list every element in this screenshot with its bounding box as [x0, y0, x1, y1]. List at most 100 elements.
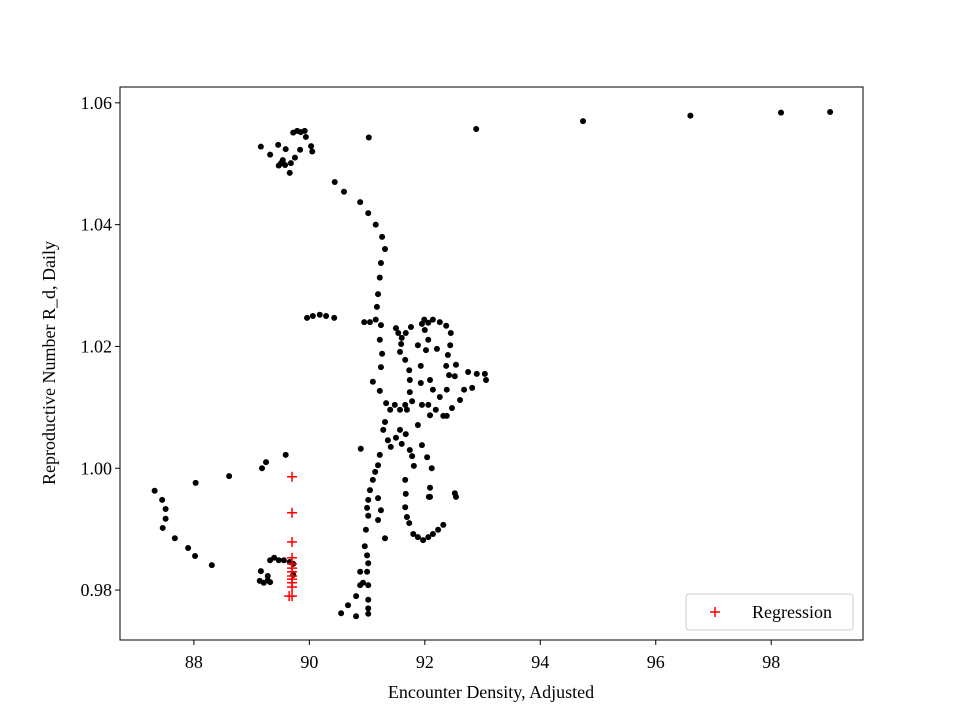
- scatter-point: [345, 602, 352, 609]
- scatter-point: [440, 521, 447, 528]
- scatter-point: [396, 406, 403, 413]
- scatter-point: [406, 389, 413, 396]
- scatter-point: [778, 109, 785, 116]
- scatter-point: [436, 319, 443, 326]
- scatter-point: [259, 465, 266, 472]
- scatter-point: [275, 141, 282, 148]
- scatter-point: [443, 362, 450, 369]
- scatter-point: [376, 387, 383, 394]
- plus-point: [287, 507, 298, 518]
- scatter-point: [451, 373, 458, 380]
- x-tick-label: 92: [416, 652, 434, 672]
- scatter-point: [421, 327, 428, 334]
- scatter-point: [410, 462, 417, 469]
- scatter-point: [481, 370, 488, 377]
- scatter-point: [402, 356, 409, 363]
- y-tick-label: 1.04: [81, 215, 113, 235]
- scatter-point: [264, 573, 271, 580]
- scatter-point: [375, 495, 382, 502]
- scatter-point: [375, 291, 382, 298]
- scatter-point: [398, 440, 405, 447]
- scatter-point: [263, 459, 270, 466]
- scatter-point: [364, 552, 371, 559]
- x-tick-label: 98: [762, 652, 780, 672]
- y-axis-label: Reproductive Number R_d, Daily: [39, 241, 59, 485]
- scatter-point: [687, 112, 694, 119]
- scatter-point: [275, 162, 282, 169]
- scatter-point: [279, 157, 286, 164]
- scatter-point: [362, 526, 369, 533]
- scatter-point: [427, 412, 434, 419]
- scatter-point: [192, 552, 199, 559]
- scatter-point: [387, 406, 394, 413]
- scatter-point: [192, 479, 199, 486]
- scatter-point: [395, 330, 402, 337]
- scatter-point: [417, 362, 424, 369]
- scatter-point: [580, 118, 587, 125]
- scatter-point: [338, 610, 345, 617]
- scatter-point: [398, 341, 405, 348]
- scatter-point: [447, 330, 454, 337]
- x-tick-label: 90: [300, 652, 318, 672]
- scatter-point: [428, 465, 435, 472]
- scatter-point: [365, 605, 372, 612]
- scatter-point: [387, 443, 394, 450]
- scatter-point: [409, 398, 416, 405]
- scatter-point: [448, 404, 455, 411]
- scatter-point: [365, 596, 372, 603]
- scatter-point: [365, 134, 372, 141]
- scatter-point: [331, 179, 338, 186]
- scatter-point: [447, 342, 454, 349]
- scatter-point: [444, 351, 451, 358]
- scatter-point: [443, 322, 450, 329]
- scatter-point: [418, 401, 425, 408]
- scatter-point: [151, 487, 158, 494]
- scatter-point: [381, 246, 388, 253]
- scatter-point: [159, 496, 166, 503]
- scatter-point: [379, 350, 386, 357]
- scatter-point: [402, 431, 409, 438]
- scatter-point: [452, 493, 459, 500]
- scatter-point: [365, 582, 372, 589]
- scatter-point: [271, 554, 278, 561]
- scatter-point: [365, 560, 372, 567]
- scatter-point: [429, 386, 436, 393]
- scatter-point: [353, 613, 360, 620]
- scatter-point: [365, 496, 372, 503]
- scatter-point: [424, 454, 431, 461]
- scatter-point: [384, 437, 391, 444]
- scatter-point: [427, 376, 434, 383]
- scatter-point: [267, 579, 274, 586]
- scatter-point: [446, 372, 453, 379]
- scatter-point: [162, 506, 169, 513]
- scatter-point: [302, 133, 309, 140]
- scatter-point: [398, 334, 405, 341]
- scatter-point: [392, 325, 399, 332]
- scatter-point: [436, 393, 443, 400]
- scatter-point: [425, 319, 432, 326]
- scatter-point: [414, 422, 421, 429]
- scatter-point: [483, 376, 490, 383]
- scatter-point: [406, 446, 413, 453]
- scatter-point: [309, 148, 316, 155]
- scatter-point: [406, 520, 413, 527]
- scatter-point: [369, 378, 376, 385]
- scatter-point: [377, 364, 384, 371]
- scatter-point: [373, 303, 380, 310]
- scatter-point: [361, 319, 368, 326]
- scatter-point: [473, 370, 480, 377]
- plus-point: [284, 591, 295, 602]
- scatter-point: [827, 108, 834, 115]
- scatter-point: [357, 568, 364, 575]
- scatter-point: [402, 401, 409, 408]
- scatter-point: [473, 126, 480, 133]
- scatter-point: [461, 386, 468, 393]
- scatter-point: [402, 330, 409, 337]
- scatter-point: [380, 426, 387, 433]
- scatter-point: [417, 379, 424, 386]
- scatter-point: [357, 199, 364, 206]
- scatter-point: [414, 342, 421, 349]
- scatter-point: [290, 571, 297, 578]
- scatter-point: [452, 361, 459, 368]
